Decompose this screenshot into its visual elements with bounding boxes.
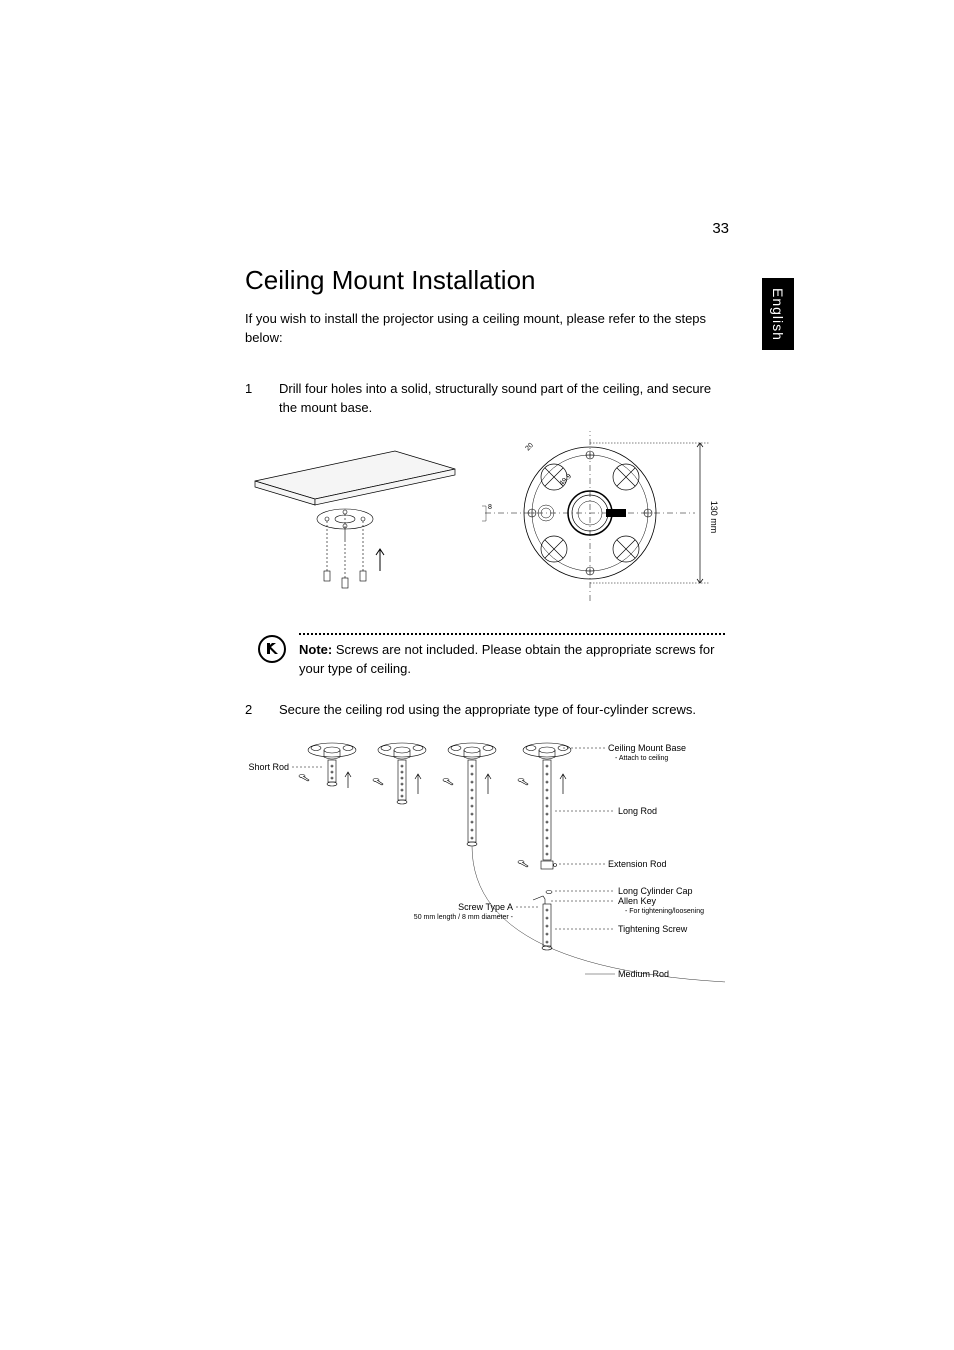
language-side-tab: English [762,278,794,350]
step-2-text: Secure the ceiling rod using the appropr… [279,701,725,720]
dim-130mm: 130 mm [709,501,719,534]
diagram-ceiling-rod: Short Rod Screw Type A 50 mm length / 8 … [245,734,725,1004]
diagram-mount-base: 20 49.9 8 130 mm [245,431,725,621]
label-ceiling-mount-base-sub: - Attach to ceiling [615,755,668,762]
label-short-rod: Short Rod [248,762,289,772]
note-icon [245,633,299,663]
step-2: 2 Secure the ceiling rod using the appro… [245,701,725,720]
note-body: Note: Screws are not included. Please ob… [299,633,725,679]
label-medium-rod: Medium Rod [618,969,669,979]
language-label: English [770,288,786,341]
label-long-rod: Long Rod [618,806,657,816]
page-title: Ceiling Mount Installation [245,265,725,296]
dim-small-3: 8 [488,504,492,511]
label-allen-key-sub: - For tightening/loosening [625,908,704,915]
label-screw-type-a-sub: 50 mm length / 8 mm diameter - [414,914,514,921]
note-block: Note: Screws are not included. Please ob… [245,633,725,679]
note-text: Screws are not included. Please obtain t… [299,642,714,676]
dim-small-1: 20 [524,442,535,453]
step-1-text: Drill four holes into a solid, structura… [279,380,725,418]
step-1: 1 Drill four holes into a solid, structu… [245,380,725,418]
dim-small-2: 49.9 [558,473,573,488]
main-content: Ceiling Mount Installation If you wish t… [245,265,725,1004]
page-number: 33 [712,220,729,237]
label-ceiling-mount-base: Ceiling Mount Base [608,743,686,753]
label-screw-type-a: Screw Type A [458,902,513,912]
label-long-cylinder-cap: Long Cylinder Cap [618,886,693,896]
step-2-number: 2 [245,701,279,720]
intro-paragraph: If you wish to install the projector usi… [245,310,725,348]
note-divider [299,633,725,635]
label-extension-rod: Extension Rod [608,859,667,869]
step-1-number: 1 [245,380,279,418]
label-tightening-screw: Tightening Screw [618,924,688,934]
label-allen-key: Allen Key [618,896,657,906]
note-label: Note: [299,642,332,657]
